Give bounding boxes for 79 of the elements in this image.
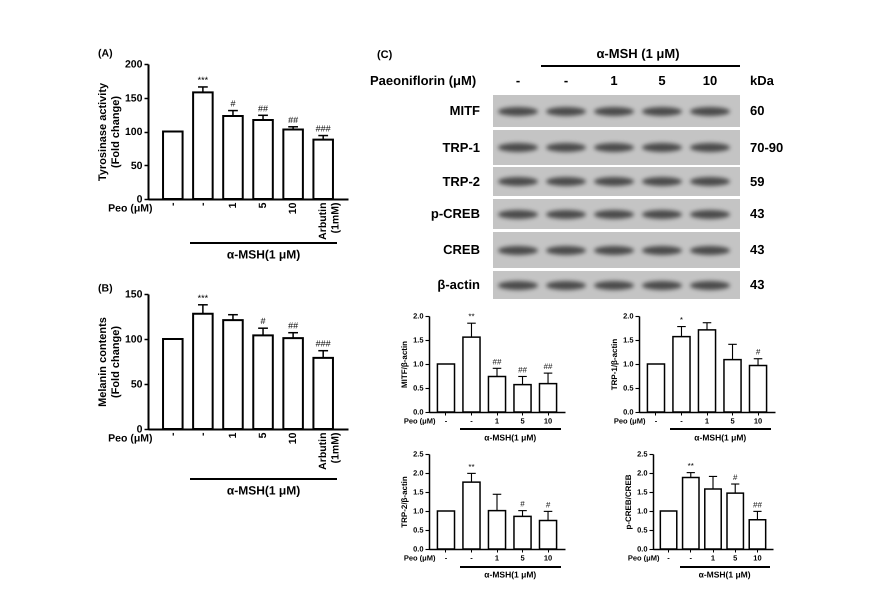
data-label: *	[680, 316, 684, 325]
data-label: ##	[288, 114, 298, 125]
data-label: **	[468, 462, 475, 472]
text: α-MSH(1 μM)	[226, 483, 300, 498]
y-axis-title: TRP-2/β-actin	[400, 476, 410, 528]
data-label: ##	[518, 365, 528, 374]
y-tick-label: 150	[124, 92, 143, 104]
x-tick-label: 1	[226, 432, 239, 438]
chart-title: (A)	[98, 48, 113, 60]
data-label: **	[688, 462, 694, 471]
data-label: #	[732, 473, 738, 482]
text: α-MSH(1 μM)	[484, 569, 536, 580]
text: α-MSH(1 μM)	[698, 569, 751, 580]
text: 60	[750, 102, 764, 118]
data-label: ***	[198, 74, 209, 85]
x-tick-label: 10	[287, 432, 300, 444]
y-tick-label: 100	[124, 334, 143, 346]
text: 70-90	[750, 139, 784, 155]
text: (C)	[377, 48, 392, 62]
data-label: ###	[316, 338, 331, 349]
data-label: ##	[752, 500, 762, 510]
x-axis-title: Peo (μM)	[108, 432, 152, 444]
x-tick-label: -	[196, 202, 209, 206]
text: p-CREB	[430, 206, 480, 222]
chart-title: (B)	[98, 282, 113, 294]
y-tick-label: 100	[124, 126, 143, 138]
x-tick-label: Arbutin (1mM)	[317, 432, 342, 470]
data-label: #	[546, 500, 551, 510]
data-label: ###	[316, 124, 331, 134]
x-tick-label: 5	[257, 202, 270, 208]
y-tick-label: 0	[136, 194, 143, 206]
y-axis-title: Melanin contents (Fold change)	[96, 317, 122, 407]
text: Paeoniflorin (μM)	[370, 72, 476, 88]
y-tick-label: 0	[136, 424, 143, 436]
text: 1	[610, 72, 618, 88]
data-label: ##	[544, 362, 554, 372]
x-tick-label: 5	[257, 432, 270, 438]
text: TRP-2	[442, 173, 480, 189]
text: α-MSH (1 μM)	[596, 46, 680, 62]
y-tick-label: 50	[130, 160, 143, 172]
y-tick-label: 150	[124, 288, 143, 300]
x-tick-label: -	[166, 202, 179, 206]
x-tick-label: -	[166, 432, 179, 436]
text: kDa	[750, 72, 774, 88]
data-label: ##	[492, 357, 502, 366]
text: TRP-1	[442, 139, 480, 155]
data-label: #	[756, 348, 761, 357]
x-tick-label: 10	[287, 202, 300, 214]
text: -	[516, 72, 520, 88]
text: α-MSH(1 μM)	[226, 247, 300, 262]
y-axis-title: p-CREB/CREB	[624, 474, 634, 530]
text: CREB	[443, 242, 480, 258]
text: β-actin	[437, 276, 480, 292]
data-label: **	[468, 312, 475, 322]
text: 5	[658, 72, 666, 88]
data-label: #	[260, 316, 266, 326]
text: 43	[750, 206, 764, 222]
text: α-MSH(1 μM)	[694, 432, 746, 443]
y-tick-label: 200	[124, 58, 143, 70]
text: 59	[750, 173, 764, 189]
text: 10	[702, 72, 718, 88]
y-axis-title: TRP-1/β-actin	[610, 338, 620, 390]
y-axis-title: Tyrosinase activity (Fold change)	[96, 82, 122, 182]
x-tick-label: Arbutin (1mM)	[317, 202, 342, 240]
data-label: #	[520, 500, 526, 509]
x-axis-title: Peo (μM)	[108, 202, 152, 214]
y-tick-label: 50	[130, 378, 143, 390]
text: -	[564, 72, 568, 88]
text: α-MSH(1 μM)	[484, 432, 536, 443]
data-label: ##	[258, 103, 268, 114]
data-label: #	[230, 98, 236, 109]
text: 43	[750, 276, 764, 292]
data-label: ***	[198, 292, 209, 303]
data-label: ##	[288, 320, 298, 331]
text: MITF	[450, 102, 480, 118]
x-tick-label: 1	[226, 202, 239, 208]
x-tick-label: -	[196, 432, 209, 436]
y-axis-title: MITF/β-actin	[400, 340, 410, 388]
text: 43	[750, 242, 764, 258]
